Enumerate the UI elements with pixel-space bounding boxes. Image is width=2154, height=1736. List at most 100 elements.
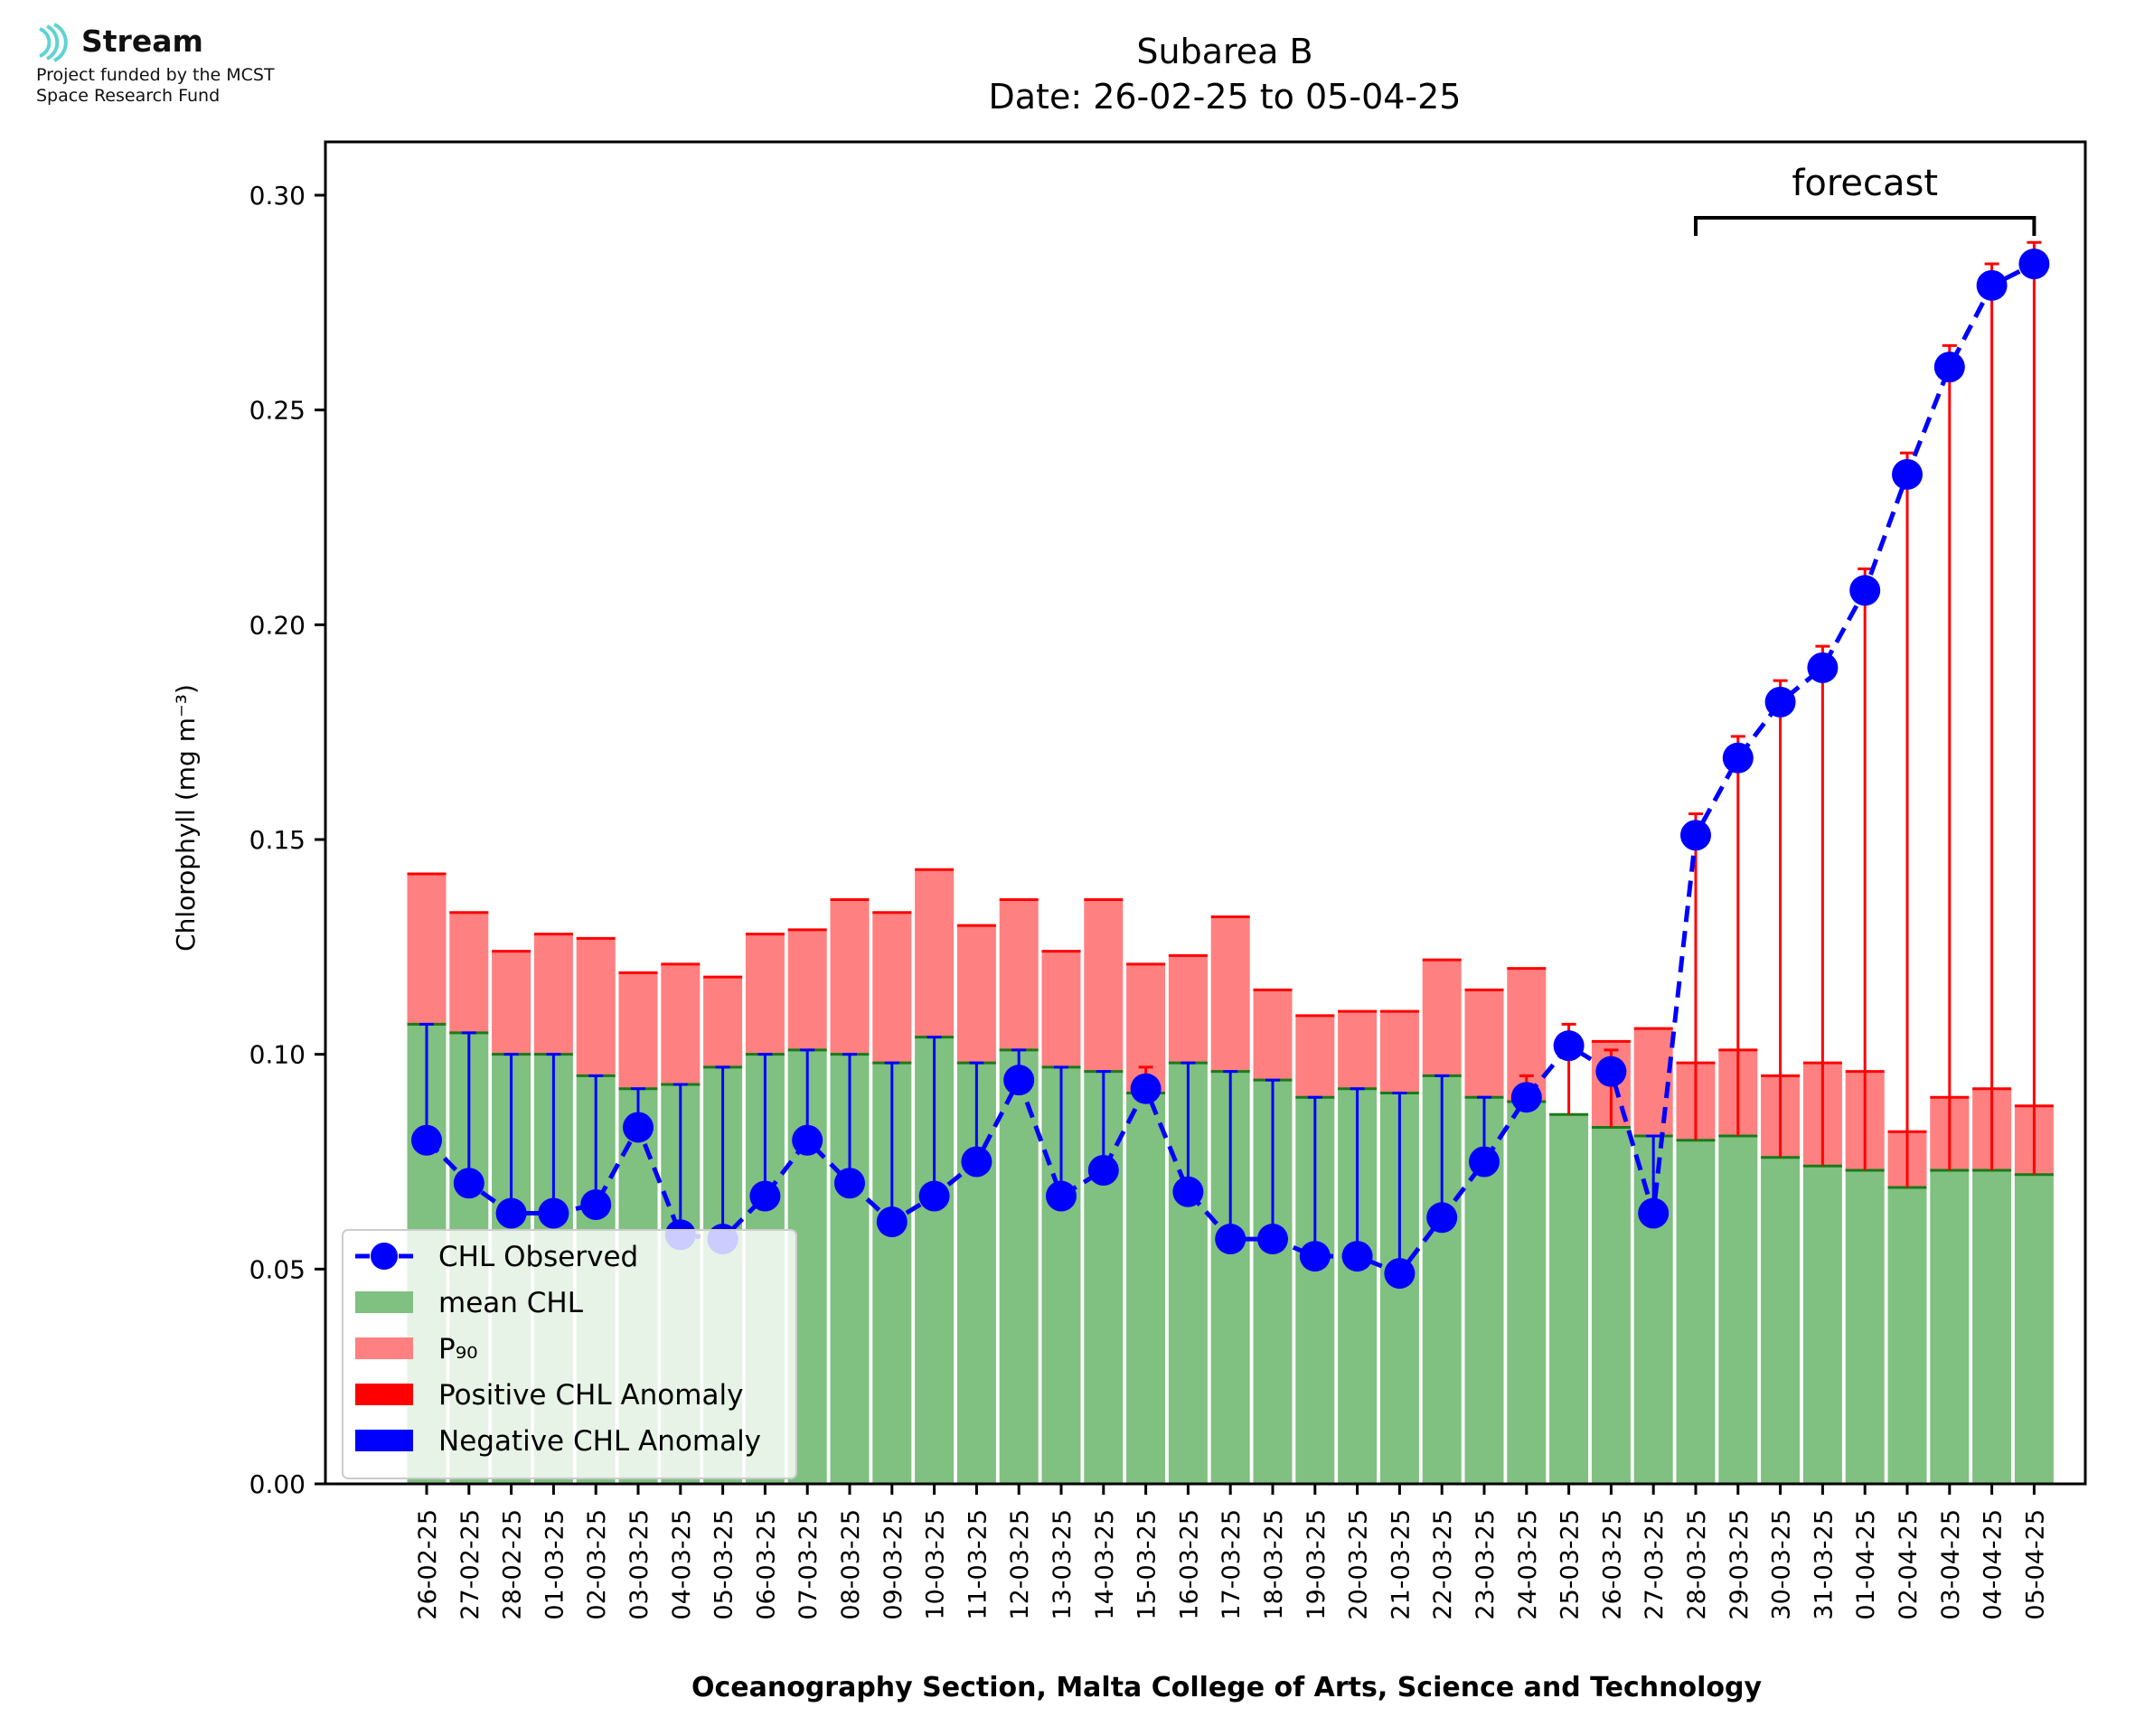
mean-bar — [1972, 1170, 2012, 1484]
p90-bar — [1338, 1011, 1378, 1089]
observed-point — [1384, 1258, 1416, 1290]
observed-point — [1087, 1155, 1119, 1187]
x-tick-label: 04-04-25 — [1980, 1509, 2008, 1620]
p90-bar — [533, 934, 573, 1055]
mean-bar — [1591, 1127, 1631, 1484]
logo-brand: Stream — [81, 23, 203, 59]
p90-bar — [1379, 1011, 1419, 1093]
observed-point — [1976, 269, 2008, 301]
observed-point — [1849, 575, 1881, 606]
plot-frame — [324, 140, 2087, 1486]
y-tick-label: 0.30 — [249, 181, 306, 211]
legend-mean-label: mean CHL — [438, 1287, 584, 1319]
mean-bar — [999, 1049, 1039, 1484]
observed-point — [1595, 1056, 1627, 1087]
x-tick-label: 03-03-25 — [626, 1509, 654, 1620]
p90-bar — [1041, 951, 1081, 1067]
x-tick-label: 03-04-25 — [1937, 1509, 1965, 1620]
mean-bar — [1930, 1170, 1970, 1484]
p90-bar — [1210, 916, 1250, 1072]
y-tick-layer: 0.00 0.05 0.10 0.15 0.20 0.25 0.30 — [249, 181, 325, 1499]
p90-bar — [1422, 960, 1462, 1076]
legend-observed-marker — [371, 1243, 398, 1270]
forecast-bracket-line — [1694, 216, 2036, 236]
x-tick-label: 31-03-25 — [1810, 1509, 1838, 1620]
x-tick-layer: 26-02-25 27-02-25 28-02-25 01-03-25 02-03-25… — [414, 1484, 2049, 1620]
observed-point — [453, 1168, 484, 1199]
observed-point — [1553, 1030, 1585, 1062]
forecast-label: forecast — [1792, 163, 1938, 204]
legend-item-observed: CHL Observed — [355, 1241, 638, 1273]
mean-bar — [1845, 1170, 1885, 1484]
x-tick-label: 18-03-25 — [1260, 1509, 1288, 1620]
legend-item-positive: Positive CHL Anomaly — [355, 1379, 743, 1412]
mean-bar — [2014, 1174, 2054, 1484]
x-tick-label: 12-03-25 — [1006, 1509, 1034, 1620]
x-tick-label: 24-03-25 — [1514, 1509, 1542, 1620]
observed-line-layer — [411, 249, 2050, 1290]
x-tick-label: 08-03-25 — [837, 1509, 865, 1620]
p90-bar — [492, 951, 531, 1055]
observed-point — [1341, 1241, 1373, 1272]
observed-point — [834, 1168, 865, 1199]
x-tick-label: 27-03-25 — [1641, 1509, 1669, 1620]
p90-bar — [956, 925, 996, 1064]
x-tick-label: 22-03-25 — [1429, 1509, 1457, 1620]
x-tick-label: 01-04-25 — [1852, 1509, 1880, 1620]
legend-negative-swatch — [355, 1430, 413, 1451]
observed-point — [1807, 652, 1839, 683]
x-tick-label: 01-03-25 — [541, 1509, 569, 1620]
x-tick-label: 19-03-25 — [1303, 1509, 1331, 1620]
p90-bar — [703, 977, 743, 1067]
observed-point — [1933, 352, 1965, 383]
observed-point — [1510, 1082, 1542, 1113]
p90-bar — [407, 874, 447, 1025]
x-tick-label: 05-04-25 — [2021, 1509, 2049, 1620]
observed-point — [1003, 1065, 1035, 1096]
logo-funding-line2: Space Research Fund — [36, 86, 221, 106]
logo-funding-text: Project funded by the MCST Space Researc… — [36, 65, 362, 107]
legend-p90-label: P₉₀ — [438, 1333, 478, 1365]
legend-positive-swatch — [355, 1384, 413, 1405]
x-axis-label: Oceanography Section, Malta College of A… — [691, 1672, 1763, 1703]
legend-item-mean: mean CHL — [355, 1287, 584, 1319]
legend-p90-swatch — [355, 1337, 413, 1359]
mean-bar — [1761, 1157, 1801, 1484]
y-tick-label: 0.00 — [249, 1469, 306, 1499]
x-tick-label: 16-03-25 — [1175, 1509, 1203, 1620]
observed-point — [876, 1206, 908, 1238]
observed-point — [1299, 1241, 1331, 1272]
y-tick-label: 0.15 — [249, 825, 306, 855]
legend-positive-label: Positive CHL Anomaly — [438, 1379, 743, 1412]
anomaly-stem-layer — [419, 240, 2042, 1274]
x-tick-label: 14-03-25 — [1091, 1509, 1119, 1620]
x-tick-label: 17-03-25 — [1218, 1509, 1246, 1620]
legend-observed-label: CHL Observed — [438, 1241, 638, 1273]
x-tick-label: 20-03-25 — [1345, 1509, 1373, 1620]
legend-box — [342, 1229, 797, 1479]
x-tick-label: 27-02-25 — [456, 1509, 484, 1620]
chart-title: Subarea B — [1136, 32, 1312, 71]
observed-point — [411, 1124, 442, 1156]
x-tick-label: 05-03-25 — [710, 1509, 738, 1620]
observed-point — [792, 1124, 823, 1156]
y-axis-label: Chlorophyll (mg m⁻³) — [171, 684, 201, 952]
x-tick-label: 30-03-25 — [1768, 1509, 1796, 1620]
x-tick-label: 06-03-25 — [752, 1509, 780, 1620]
p90-bar — [999, 899, 1039, 1050]
mean-bar — [1887, 1187, 1927, 1484]
legend-item-p90: P₉₀ — [355, 1333, 478, 1365]
p90-bar — [1295, 1015, 1335, 1098]
x-tick-label: 02-04-25 — [1895, 1509, 1923, 1620]
legend-item-negative: Negative CHL Anomaly — [355, 1425, 761, 1458]
observed-point — [1469, 1146, 1500, 1178]
stream-logo-icon — [39, 23, 68, 62]
x-tick-label: 09-03-25 — [879, 1509, 908, 1620]
chart-subtitle: Date: 26-02-25 to 05-04-25 — [989, 77, 1462, 117]
observed-point — [1680, 820, 1711, 851]
observed-point — [918, 1180, 950, 1212]
x-tick-label: 21-03-25 — [1387, 1509, 1415, 1620]
x-tick-label: 10-03-25 — [922, 1509, 950, 1620]
x-tick-label: 26-02-25 — [414, 1509, 442, 1620]
observed-point — [1722, 742, 1754, 774]
